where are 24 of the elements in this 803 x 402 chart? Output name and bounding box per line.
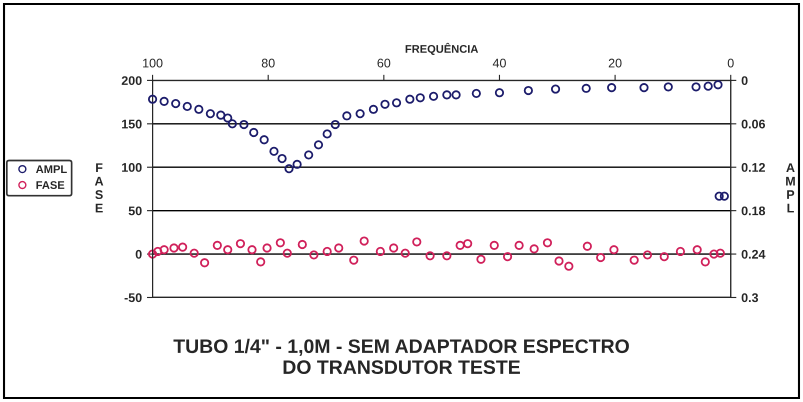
y2-tick-label: 0.24 <box>742 250 766 259</box>
y-tick-label: 200 <box>122 76 142 86</box>
y-tick-label: 150 <box>122 120 142 128</box>
y-tick-label: -50 <box>124 293 142 302</box>
y2-tick-label: 0.06 <box>742 120 766 128</box>
x-tick-label: 40 <box>492 58 506 68</box>
y2-tick-label: 0.18 <box>742 206 766 216</box>
y2-tick-label: 0 <box>742 76 748 86</box>
x-tick-label: 20 <box>608 58 622 68</box>
y-tick-label: 100 <box>122 163 142 172</box>
x-tick-label: 100 <box>143 58 163 68</box>
legend-label: FASE <box>36 181 64 190</box>
y-tick-label: 0 <box>136 250 142 259</box>
x-axis-title: FREQUÊNCIA <box>406 42 478 55</box>
x-tick-label: 80 <box>262 58 275 68</box>
y2-tick-label: 0.3 <box>742 293 758 302</box>
x-tick-label: 0 <box>728 58 734 68</box>
y-tick-label: 50 <box>128 206 142 216</box>
text: TUBO 1/4" - 1,0M - SEM ADAPTADOR ESPECTRO DO TRANSDUTOR TESTE <box>173 338 629 374</box>
y2-tick-label: 0.12 <box>742 163 765 172</box>
y2-axis-title: AMPL <box>786 163 795 212</box>
y-axis-title: FASE <box>94 163 104 212</box>
legend-label: AMPL <box>36 165 67 174</box>
x-tick-label: 60 <box>378 58 390 68</box>
